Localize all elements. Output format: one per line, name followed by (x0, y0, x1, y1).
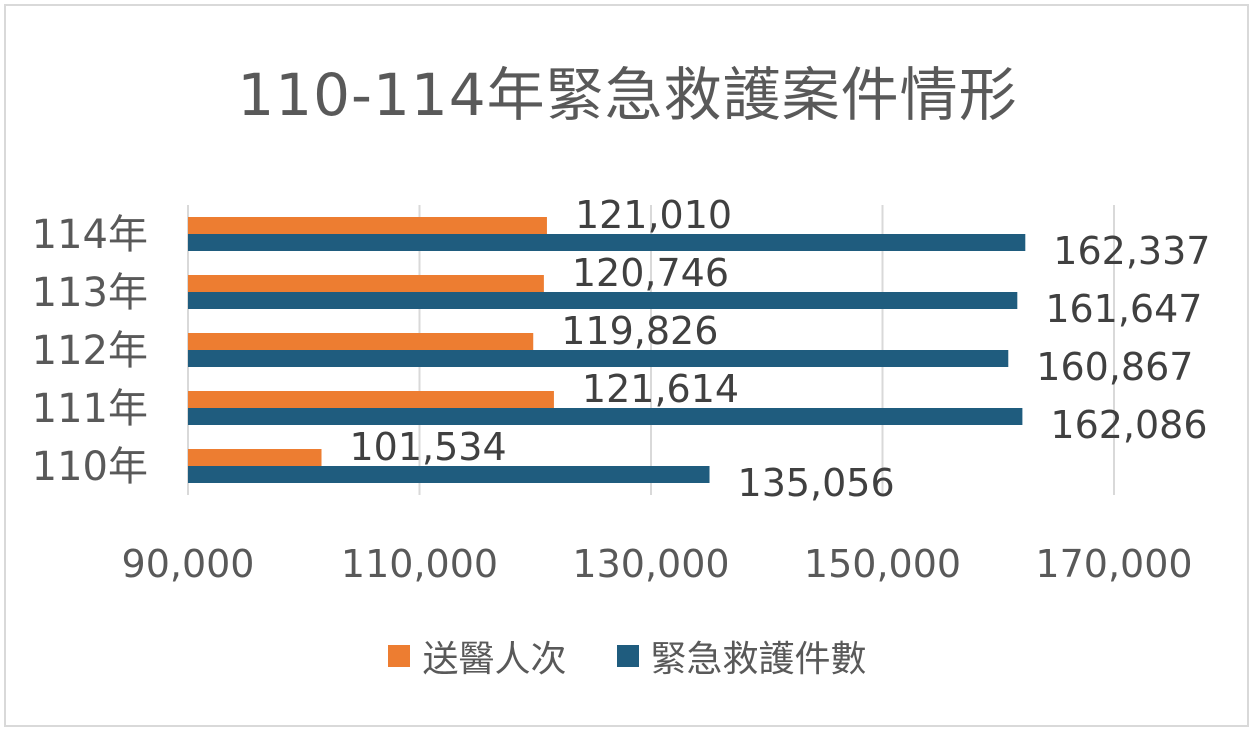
data-label-1-1: 162,086 (1050, 403, 1207, 447)
y-tick-label-1: 111年 (32, 386, 148, 432)
y-tick-label-0: 110年 (32, 444, 148, 490)
data-label-1-3: 161,647 (1045, 287, 1202, 331)
data-label-0-1: 121,614 (582, 367, 739, 411)
legend-label-0: 送醫人次 (422, 639, 567, 680)
bar-0-4 (188, 217, 547, 234)
y-tick-label-3: 113年 (32, 270, 148, 316)
legend-swatch-0 (388, 645, 411, 667)
chart-title: 110-114年緊急救護案件情形 (237, 61, 1018, 129)
data-label-0-3: 120,746 (572, 251, 729, 295)
bar-1-0 (188, 466, 710, 483)
legend-item-0: 送醫人次 (388, 630, 567, 682)
bar-0-3 (188, 275, 544, 292)
bar-0-1 (188, 391, 554, 408)
x-tick-label-3: 150,000 (804, 542, 961, 586)
bar-1-2 (188, 350, 1009, 367)
x-tick-label-1: 110,000 (341, 542, 498, 586)
data-label-1-0: 135,056 (738, 461, 895, 505)
x-tick-label-2: 130,000 (572, 542, 729, 586)
data-label-0-0: 101,534 (350, 425, 507, 469)
bar-0-2 (188, 333, 534, 350)
legend: 送醫人次 緊急救護件數 (0, 630, 1255, 682)
data-label-0-2: 119,826 (561, 309, 718, 353)
legend-label-1: 緊急救護件數 (650, 639, 867, 680)
legend-swatch-1 (616, 645, 639, 667)
data-label-1-2: 160,867 (1036, 345, 1193, 389)
x-tick-label-0: 90,000 (122, 542, 255, 586)
y-tick-label-4: 114年 (32, 212, 148, 258)
data-label-1-4: 162,337 (1053, 229, 1210, 273)
bar-1-4 (188, 234, 1026, 251)
x-tick-label-4: 170,000 (1035, 542, 1192, 586)
y-tick-label-2: 112年 (32, 328, 148, 374)
bar-0-0 (188, 449, 322, 466)
legend-item-1: 緊急救護件數 (616, 630, 867, 682)
data-label-0-4: 121,010 (575, 193, 732, 237)
bar-1-1 (188, 408, 1023, 425)
bar-1-3 (188, 292, 1018, 309)
